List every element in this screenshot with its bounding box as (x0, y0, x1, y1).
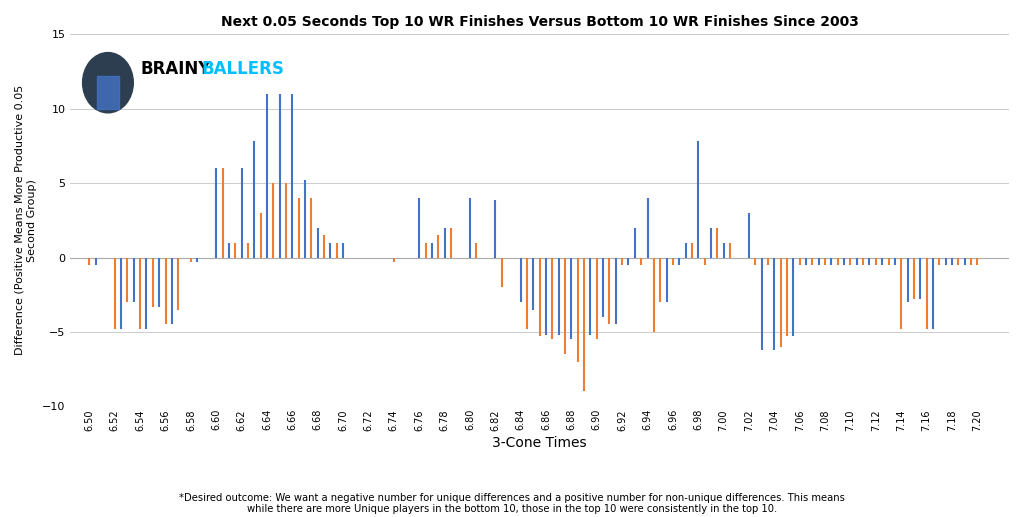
Y-axis label: Difference (Positive Means More Productive 0.05
Second Group): Difference (Positive Means More Producti… (15, 85, 37, 356)
Text: BALLERS: BALLERS (202, 60, 285, 79)
Title: Next 0.05 Seconds Top 10 WR Finishes Versus Bottom 10 WR Finishes Since 2003: Next 0.05 Seconds Top 10 WR Finishes Ver… (221, 15, 859, 29)
Text: BRAINY: BRAINY (140, 60, 211, 79)
X-axis label: 3-Cone Times: 3-Cone Times (493, 436, 587, 450)
Text: *Desired outcome: We want a negative number for unique differences and a positiv: *Desired outcome: We want a negative num… (179, 493, 845, 514)
